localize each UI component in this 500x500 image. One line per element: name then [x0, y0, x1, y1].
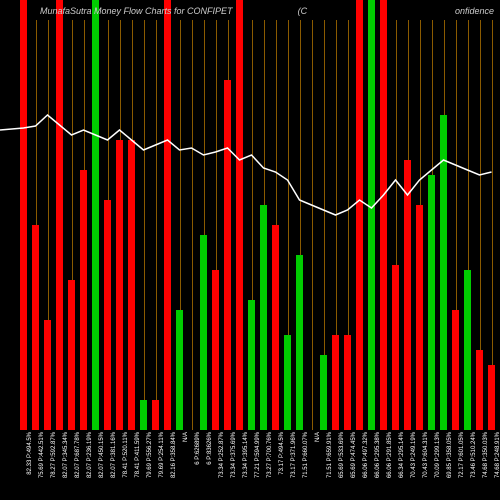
bar	[344, 335, 351, 430]
x-axis-label: 82.07 P:381.16%	[111, 432, 117, 478]
x-axis-label: 78.27 P:592.87%	[51, 432, 57, 478]
bar	[92, 0, 99, 430]
x-axis-label: 6 P:83626%	[207, 432, 213, 465]
title-text: MunafaSutra Money Flow Charts for CONFIP…	[40, 6, 233, 16]
bar	[284, 335, 291, 430]
x-axis-label: 73.27 P:700.76%	[267, 432, 273, 478]
bar	[404, 160, 411, 430]
bar	[104, 200, 111, 430]
x-axis-label: 71.51 P:659.91%	[327, 432, 333, 478]
grid-line	[144, 20, 145, 430]
chart-container: MunafaSutra Money Flow Charts for CONFIP…	[0, 0, 500, 500]
grid-line	[192, 20, 193, 430]
x-axis-label: 73.17 P:494.5%	[279, 432, 285, 475]
bar	[260, 205, 267, 430]
x-axis-label: 82.16 P:358.84%	[171, 432, 177, 478]
bar	[164, 0, 171, 430]
x-axis-label: 66.06 P:295.38%	[375, 432, 381, 478]
x-axis-label: 78.41 P:411.59%	[135, 432, 141, 478]
x-axis-label: 74.68 P:350.03%	[483, 432, 489, 478]
chart-plot-area	[0, 0, 500, 430]
x-axis-label: 82.07 P:450.15%	[99, 432, 105, 478]
bar	[212, 270, 219, 430]
x-axis-label: 82.33 P:494.5%	[27, 432, 33, 475]
bar	[248, 300, 255, 430]
x-axis-label: 78.41 P:520.11%	[123, 432, 129, 478]
x-axis-label: 82.07 P:687.78%	[75, 432, 81, 478]
x-axis-label: N/A	[183, 432, 189, 442]
bar	[80, 170, 87, 430]
x-axis-label: 79.69 P:254.11%	[159, 432, 165, 478]
x-axis-label: 73.17 P:371.96%	[291, 432, 297, 478]
bar	[128, 140, 135, 430]
bar	[140, 400, 147, 430]
bar	[272, 225, 279, 430]
bar	[380, 0, 387, 430]
bar	[32, 225, 39, 430]
bar	[116, 140, 123, 430]
x-axis-labels: 82.33 P:494.5% 75.69 P:442.51% 78.27 P:592…	[0, 432, 500, 500]
bar	[476, 350, 483, 430]
x-axis-label: 82.07 P:236.19%	[87, 432, 93, 478]
grid-line	[312, 20, 313, 430]
bar	[320, 355, 327, 430]
bar	[332, 335, 339, 430]
x-axis-label: 79.69 P:556.27%	[147, 432, 153, 478]
bar	[488, 365, 495, 430]
bar	[440, 115, 447, 430]
bar	[464, 270, 471, 430]
title-dot: (C	[298, 6, 308, 16]
x-axis-label: 73.46 P:510.24%	[471, 432, 477, 478]
bar	[152, 400, 159, 430]
bar	[452, 310, 459, 430]
x-axis-label: 73.34 P:375.69%	[231, 432, 237, 478]
x-axis-label: 66.34 P:295.14%	[399, 432, 405, 478]
bar	[68, 280, 75, 430]
x-axis-label: 70.09 P:299.13%	[435, 432, 441, 478]
bar	[368, 0, 375, 430]
chart-title-left: MunafaSutra Money Flow Charts for CONFIP…	[40, 6, 307, 16]
grid-line	[156, 20, 157, 430]
bar	[356, 0, 363, 430]
bar	[416, 205, 423, 430]
bar	[296, 255, 303, 430]
x-axis-label: 75.69 P:442.51%	[39, 432, 45, 478]
x-axis-label: 65.69 P:474.45%	[351, 432, 357, 478]
bar	[56, 0, 63, 430]
x-axis-label: 65.69 P:533.69%	[339, 432, 345, 478]
x-axis-label: 66.06 P:497.32%	[363, 432, 369, 478]
x-axis-label: 72.17 P:601.05%	[459, 432, 465, 478]
x-axis-label: 77.21 P:594.99%	[255, 432, 261, 478]
x-axis-label: 70.43 P:604.31%	[423, 432, 429, 478]
confidence-label: onfidence	[455, 6, 494, 16]
bar	[224, 80, 231, 430]
x-axis-label: 71.51 P:660.07%	[303, 432, 309, 478]
bar	[428, 175, 435, 430]
x-axis-label: N/A	[315, 432, 321, 442]
x-axis-label: 82.07 P:345.34%	[63, 432, 69, 478]
bar	[20, 0, 27, 430]
x-axis-label: 73.34 P:252.87%	[219, 432, 225, 478]
bar	[236, 0, 243, 430]
bar	[392, 265, 399, 430]
x-axis-label: 70.43 P:249.19%	[411, 432, 417, 478]
bar	[44, 320, 51, 430]
bar	[176, 310, 183, 430]
bar	[200, 235, 207, 430]
x-axis-label: 73.34 P:395.14%	[243, 432, 249, 478]
x-axis-label: 66.06 P:291.85%	[387, 432, 393, 478]
x-axis-label: 74.68 P:248.91%	[495, 432, 500, 478]
x-axis-label: 69.85 P:358.05%	[447, 432, 453, 478]
x-axis-label: 6 P:62689%	[195, 432, 201, 465]
